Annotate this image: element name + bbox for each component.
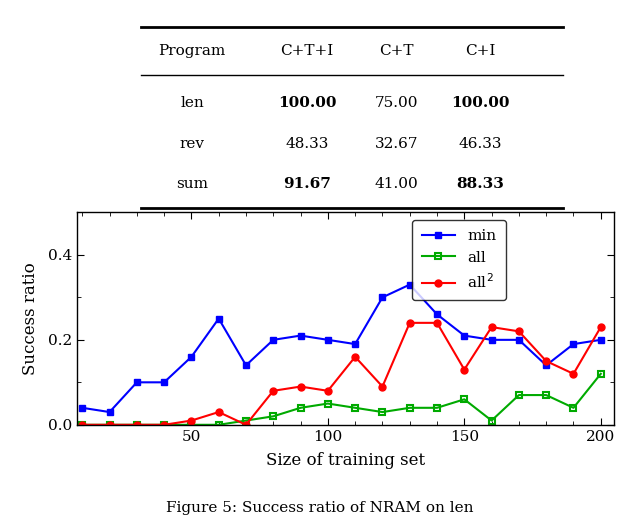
Text: 91.67: 91.67 bbox=[284, 177, 331, 191]
all$^2$ bbox=[324, 388, 332, 394]
Text: rev: rev bbox=[179, 137, 205, 151]
all$^2$ bbox=[570, 371, 577, 377]
all$^2$ bbox=[297, 383, 305, 390]
all$^2$ bbox=[460, 366, 468, 373]
min bbox=[542, 362, 550, 369]
all$^2$ bbox=[133, 422, 141, 428]
all$^2$ bbox=[406, 320, 413, 326]
min bbox=[269, 337, 277, 343]
all bbox=[570, 405, 577, 411]
Text: sum: sum bbox=[176, 177, 208, 191]
all$^2$ bbox=[433, 320, 441, 326]
all bbox=[79, 422, 86, 428]
Text: 41.00: 41.00 bbox=[375, 177, 419, 191]
Text: 48.33: 48.33 bbox=[285, 137, 329, 151]
all bbox=[188, 422, 195, 428]
all$^2$ bbox=[79, 422, 86, 428]
all$^2$ bbox=[351, 354, 359, 360]
all bbox=[351, 405, 359, 411]
all$^2$ bbox=[106, 422, 113, 428]
all$^2$ bbox=[269, 388, 277, 394]
min bbox=[106, 409, 113, 415]
all$^2$ bbox=[597, 324, 605, 330]
min bbox=[324, 337, 332, 343]
all$^2$ bbox=[379, 383, 387, 390]
Line: all: all bbox=[79, 370, 604, 429]
min bbox=[515, 337, 523, 343]
Text: 75.00: 75.00 bbox=[375, 97, 419, 110]
Text: 46.33: 46.33 bbox=[458, 137, 502, 151]
all bbox=[515, 392, 523, 398]
min bbox=[570, 341, 577, 347]
min bbox=[242, 362, 250, 369]
all$^2$ bbox=[488, 324, 495, 330]
Text: 100.00: 100.00 bbox=[451, 97, 509, 110]
min bbox=[133, 379, 141, 386]
all bbox=[215, 422, 223, 428]
all bbox=[160, 422, 168, 428]
all bbox=[297, 405, 305, 411]
all$^2$ bbox=[542, 358, 550, 364]
all$^2$ bbox=[160, 422, 168, 428]
all bbox=[433, 405, 441, 411]
Text: 32.67: 32.67 bbox=[375, 137, 419, 151]
all bbox=[542, 392, 550, 398]
all$^2$ bbox=[188, 417, 195, 424]
Text: C+T: C+T bbox=[380, 44, 414, 58]
Text: len: len bbox=[180, 97, 204, 110]
Line: all$^2$: all$^2$ bbox=[79, 319, 604, 429]
Legend: min, all, all$^2$: min, all, all$^2$ bbox=[412, 220, 506, 301]
Text: Figure 5: Success ratio of NRAM on len: Figure 5: Success ratio of NRAM on len bbox=[166, 501, 474, 515]
all bbox=[379, 409, 387, 415]
min bbox=[188, 354, 195, 360]
all bbox=[242, 417, 250, 424]
all bbox=[460, 396, 468, 402]
min bbox=[351, 341, 359, 347]
min bbox=[488, 337, 495, 343]
min bbox=[406, 281, 413, 288]
Text: C+T+I: C+T+I bbox=[280, 44, 334, 58]
min bbox=[79, 405, 86, 411]
Text: Program: Program bbox=[158, 44, 226, 58]
X-axis label: Size of training set: Size of training set bbox=[266, 452, 425, 469]
Line: min: min bbox=[79, 281, 604, 416]
all$^2$ bbox=[215, 409, 223, 415]
min bbox=[597, 337, 605, 343]
all bbox=[406, 405, 413, 411]
Y-axis label: Success ratio: Success ratio bbox=[22, 262, 39, 375]
all bbox=[269, 413, 277, 419]
all bbox=[133, 422, 141, 428]
min bbox=[460, 332, 468, 339]
all bbox=[324, 400, 332, 407]
min bbox=[433, 311, 441, 318]
all$^2$ bbox=[242, 422, 250, 428]
min bbox=[160, 379, 168, 386]
Text: C+I: C+I bbox=[465, 44, 495, 58]
all bbox=[106, 422, 113, 428]
min bbox=[297, 332, 305, 339]
all bbox=[488, 417, 495, 424]
all bbox=[597, 371, 605, 377]
Text: 100.00: 100.00 bbox=[278, 97, 337, 110]
all$^2$ bbox=[515, 328, 523, 335]
Text: 88.33: 88.33 bbox=[456, 177, 504, 191]
min bbox=[379, 294, 387, 301]
min bbox=[215, 315, 223, 322]
